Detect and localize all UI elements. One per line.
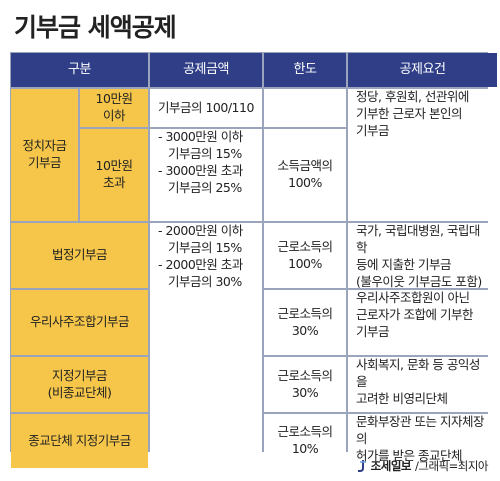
graphic-credit: /그래픽=최지아 — [415, 459, 489, 473]
political-under-amount: 기부금의 100/110 — [150, 89, 262, 127]
deduction-table: 구분 공제금액 한도 공제요건 정치자금 기부금 10만원 이하 기부금의 10… — [10, 52, 497, 468]
designated-condition: 사회복지, 문화 등 공익성을 고려한 비영리단체 — [348, 357, 497, 412]
header-type: 구분 — [11, 53, 148, 87]
credit-footer: 조세일보 /그래픽=최지아 — [357, 458, 489, 474]
esop-limit: 근로소득의 30% — [264, 290, 346, 355]
header-limit: 한도 — [264, 53, 346, 87]
religious-limit: 근로소득의 10% — [264, 414, 346, 468]
designated-label: 지정기부금 (비종교단체) — [11, 357, 148, 412]
brand-logo-icon — [357, 460, 366, 472]
statutory-limit: 근로소득의 100% — [264, 223, 346, 288]
brand-name: 조세일보 — [370, 459, 412, 473]
esop-label: 우리사주조합기부금 — [11, 290, 148, 355]
shared-deduction-amount: - 2000만원 이하 기부금의 15% - 2000만원 초과 기부금의 30… — [150, 223, 262, 468]
header-deduction-amount: 공제금액 — [150, 53, 262, 87]
political-over-amount: - 3000만원 이하 기부금의 15% - 3000만원 초과 기부금의 25… — [150, 129, 262, 221]
political-over-label: 10만원 초과 — [80, 129, 148, 221]
political-over-limit: 소득금액의 100% — [264, 129, 346, 221]
political-under-label: 10만원 이하 — [80, 89, 148, 127]
statutory-label: 법정기부금 — [11, 223, 148, 288]
political-under-limit — [264, 89, 346, 127]
esop-condition: 우리사주조합원이 아닌 근로자가 조합에 기부한 기부금 — [348, 290, 497, 355]
political-fund-label: 정치자금 기부금 — [11, 89, 78, 221]
page-title: 기부금 세액공제 — [14, 13, 177, 42]
religious-condition: 문화부장관 또는 지자체장의 허가를 받은 종교단체 — [348, 414, 497, 468]
religious-label: 종교단체 지정기부금 — [11, 414, 148, 468]
statutory-condition: 국가, 국립대병원, 국립대학 등에 지출한 기부금 (불우이웃 기부금도 포함… — [348, 223, 497, 288]
designated-limit: 근로소득의 30% — [264, 357, 346, 412]
header-condition: 공제요건 — [348, 53, 497, 87]
political-condition: 정당, 후원회, 선관위에 기부한 근로자 본인의 기부금 — [348, 89, 497, 221]
